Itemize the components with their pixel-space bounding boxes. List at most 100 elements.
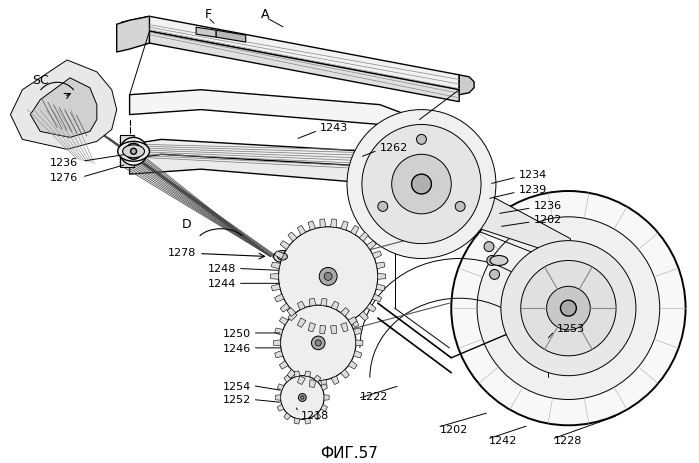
Text: ФИГ.57: ФИГ.57 bbox=[320, 444, 378, 460]
Polygon shape bbox=[340, 308, 350, 317]
Polygon shape bbox=[359, 312, 368, 321]
Polygon shape bbox=[305, 371, 310, 377]
Circle shape bbox=[280, 306, 356, 381]
Polygon shape bbox=[129, 91, 419, 138]
Circle shape bbox=[455, 202, 465, 212]
Polygon shape bbox=[321, 384, 327, 391]
Polygon shape bbox=[377, 274, 386, 280]
Polygon shape bbox=[278, 405, 284, 411]
Polygon shape bbox=[280, 241, 290, 250]
Polygon shape bbox=[350, 318, 359, 328]
Ellipse shape bbox=[490, 256, 508, 266]
Polygon shape bbox=[305, 418, 310, 424]
Text: 1250: 1250 bbox=[222, 328, 251, 338]
Circle shape bbox=[417, 135, 426, 145]
Polygon shape bbox=[340, 323, 348, 332]
Polygon shape bbox=[280, 317, 288, 325]
Polygon shape bbox=[373, 251, 382, 259]
Polygon shape bbox=[310, 380, 316, 388]
Circle shape bbox=[452, 192, 686, 425]
Text: A: A bbox=[261, 8, 270, 21]
Text: 1236: 1236 bbox=[533, 200, 562, 211]
Circle shape bbox=[477, 217, 660, 400]
Circle shape bbox=[501, 241, 636, 376]
Ellipse shape bbox=[122, 145, 145, 158]
Ellipse shape bbox=[278, 254, 287, 261]
Ellipse shape bbox=[273, 251, 291, 263]
Polygon shape bbox=[129, 140, 419, 170]
Polygon shape bbox=[310, 299, 316, 307]
Polygon shape bbox=[340, 369, 350, 378]
Polygon shape bbox=[280, 304, 290, 313]
Polygon shape bbox=[294, 418, 300, 424]
Polygon shape bbox=[366, 241, 376, 250]
Polygon shape bbox=[321, 380, 327, 388]
Polygon shape bbox=[275, 294, 284, 302]
Circle shape bbox=[561, 300, 577, 316]
Polygon shape bbox=[271, 284, 280, 291]
Text: 1278: 1278 bbox=[168, 247, 196, 257]
Polygon shape bbox=[331, 302, 339, 310]
Polygon shape bbox=[122, 17, 459, 91]
Polygon shape bbox=[297, 226, 306, 235]
Polygon shape bbox=[321, 405, 327, 411]
Text: 1202: 1202 bbox=[440, 425, 468, 434]
Text: 1218: 1218 bbox=[301, 411, 329, 420]
Polygon shape bbox=[348, 361, 357, 369]
Text: 1234: 1234 bbox=[519, 170, 547, 180]
Polygon shape bbox=[354, 351, 361, 358]
Text: D: D bbox=[181, 218, 191, 231]
Text: 1276: 1276 bbox=[50, 173, 78, 183]
Circle shape bbox=[378, 202, 388, 212]
Polygon shape bbox=[354, 328, 361, 335]
Polygon shape bbox=[30, 79, 97, 138]
Polygon shape bbox=[120, 136, 134, 168]
Text: 1246: 1246 bbox=[222, 343, 251, 353]
Circle shape bbox=[521, 261, 616, 356]
Circle shape bbox=[487, 256, 497, 266]
Polygon shape bbox=[278, 384, 284, 391]
Text: SC: SC bbox=[32, 74, 49, 87]
Polygon shape bbox=[287, 308, 296, 317]
Circle shape bbox=[278, 227, 377, 326]
Polygon shape bbox=[331, 325, 336, 334]
Text: 1262: 1262 bbox=[380, 143, 408, 153]
Text: 1248: 1248 bbox=[208, 264, 236, 274]
Circle shape bbox=[319, 268, 337, 286]
Polygon shape bbox=[297, 318, 306, 328]
Polygon shape bbox=[376, 263, 385, 269]
Polygon shape bbox=[348, 317, 357, 325]
Polygon shape bbox=[196, 28, 216, 38]
Circle shape bbox=[315, 340, 322, 346]
Polygon shape bbox=[419, 158, 570, 259]
Polygon shape bbox=[308, 323, 315, 332]
Circle shape bbox=[489, 270, 500, 280]
Polygon shape bbox=[275, 395, 281, 400]
Polygon shape bbox=[359, 232, 368, 242]
Polygon shape bbox=[308, 221, 315, 231]
Text: 1242: 1242 bbox=[489, 435, 517, 445]
Ellipse shape bbox=[131, 149, 136, 155]
Text: 1228: 1228 bbox=[554, 435, 582, 445]
Polygon shape bbox=[216, 31, 246, 43]
Polygon shape bbox=[288, 312, 297, 321]
Polygon shape bbox=[320, 219, 326, 228]
Polygon shape bbox=[284, 413, 291, 420]
Polygon shape bbox=[288, 232, 297, 242]
Polygon shape bbox=[284, 375, 291, 382]
Circle shape bbox=[312, 337, 325, 350]
Ellipse shape bbox=[120, 138, 147, 166]
Polygon shape bbox=[373, 294, 382, 302]
Polygon shape bbox=[275, 351, 283, 358]
Polygon shape bbox=[271, 274, 279, 280]
Circle shape bbox=[412, 175, 431, 194]
Polygon shape bbox=[129, 150, 419, 200]
Polygon shape bbox=[294, 371, 300, 377]
Polygon shape bbox=[320, 325, 326, 334]
Text: 1239: 1239 bbox=[519, 185, 547, 194]
Polygon shape bbox=[376, 284, 385, 291]
Polygon shape bbox=[331, 376, 339, 385]
Polygon shape bbox=[324, 395, 329, 400]
Text: 1202: 1202 bbox=[533, 214, 562, 224]
Ellipse shape bbox=[117, 142, 150, 162]
